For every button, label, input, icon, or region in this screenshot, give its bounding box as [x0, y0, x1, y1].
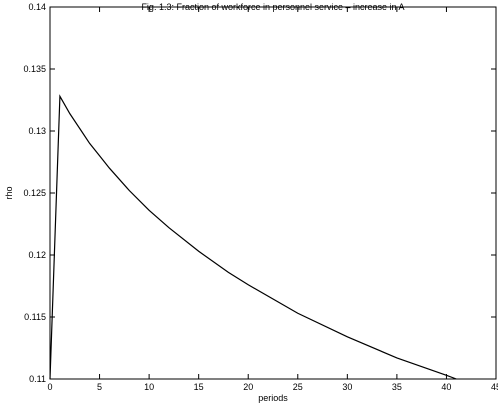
x-tick-label: 0: [47, 382, 52, 392]
x-tick-label: 35: [392, 382, 402, 392]
y-tick-label: 0.12: [28, 250, 46, 260]
plot-area: [49, 6, 497, 380]
x-tick-label: 10: [144, 382, 154, 392]
y-tick-label: 0.11: [29, 374, 46, 384]
y-tick-label: 0.115: [24, 312, 46, 322]
x-tick-label: 5: [97, 382, 102, 392]
line-series: [49, 94, 457, 380]
x-axis-label: periods: [258, 393, 288, 403]
x-tick-label: 30: [342, 382, 352, 392]
y-axis-label: rho: [4, 186, 14, 199]
y-tick-label: 0.125: [23, 188, 46, 198]
x-tick-label: 40: [441, 382, 451, 392]
x-tick-label: 15: [194, 382, 204, 392]
x-tick-label: 25: [293, 382, 303, 392]
y-tick-label: 0.14: [28, 2, 46, 12]
x-tick-label: 20: [243, 382, 253, 392]
x-tick-label: 45: [491, 382, 498, 392]
y-tick-label: 0.135: [23, 64, 46, 74]
y-tick-label: 0.13: [28, 126, 46, 136]
